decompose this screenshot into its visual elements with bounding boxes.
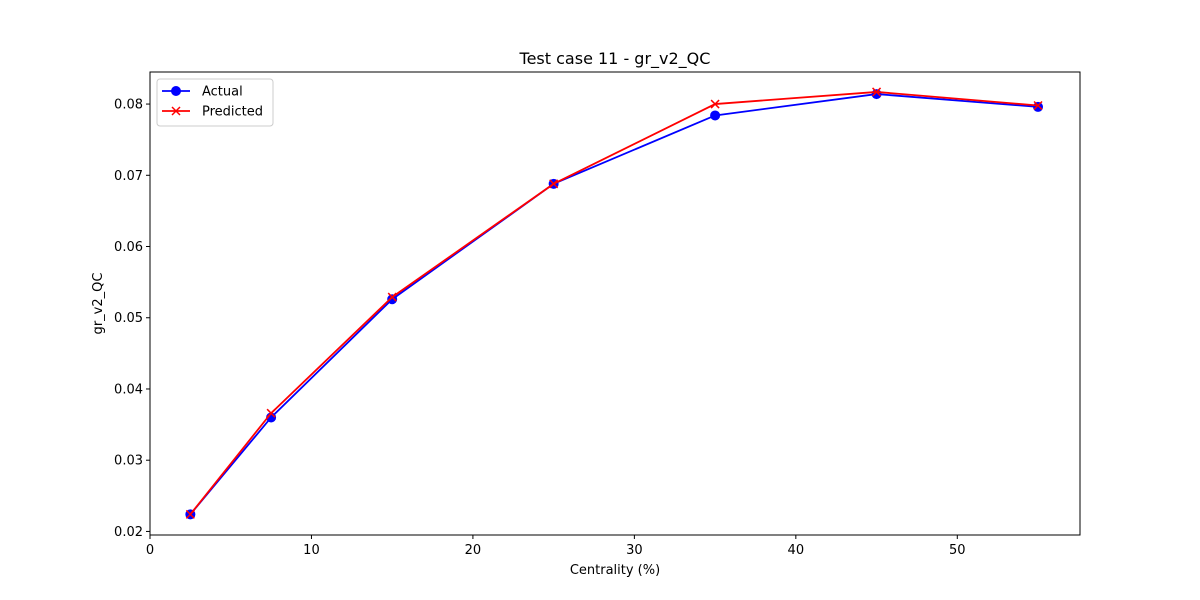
x-axis: 0 10 20 30 40 50 xyxy=(146,535,966,558)
y-tick-label: 0.04 xyxy=(114,382,143,397)
data-point-actual xyxy=(387,294,398,305)
y-tick-label: 0.07 xyxy=(114,169,143,184)
legend: Actual Predicted xyxy=(156,78,274,127)
data-point-actual xyxy=(710,110,721,121)
plot-area-frame xyxy=(149,71,1081,536)
data-point-predicted xyxy=(185,509,195,519)
y-tick-label: 0.06 xyxy=(114,240,143,255)
legend-item-predicted: Predicted xyxy=(162,105,263,120)
data-point-predicted xyxy=(266,408,276,418)
y-tick-label: 0.05 xyxy=(114,311,143,326)
x-axis-label: Centrality (%) xyxy=(570,563,660,578)
y-tick-label: 0.02 xyxy=(114,525,143,540)
chart-title: Test case 11 - gr_v2_QC xyxy=(519,49,711,69)
data-point-predicted xyxy=(710,99,720,109)
data-point-predicted xyxy=(1033,100,1043,111)
legend-item-actual: Actual xyxy=(162,85,243,100)
data-point-predicted xyxy=(387,292,397,302)
legend-marker xyxy=(171,86,181,96)
y-tick-label: 0.08 xyxy=(114,98,143,113)
series-predicted xyxy=(185,87,1043,519)
x-tick-label: 0 xyxy=(146,543,154,558)
x-tick-label: 10 xyxy=(303,543,320,558)
data-point-actual xyxy=(1033,101,1044,112)
data-point-predicted xyxy=(549,179,559,189)
data-point-predicted xyxy=(872,87,882,97)
x-tick-label: 30 xyxy=(626,543,643,558)
legend-label: Actual xyxy=(202,85,243,100)
y-axis-label: gr_v2_QC xyxy=(91,273,106,335)
x-tick-label: 20 xyxy=(465,543,482,558)
series-layer xyxy=(185,87,1044,520)
legend-label: Predicted xyxy=(202,105,263,120)
y-tick-label: 0.03 xyxy=(114,454,143,469)
y-axis: 0.02 0.03 0.04 0.05 0.06 0.07 0.08 xyxy=(114,98,150,540)
legend-marker xyxy=(171,106,181,116)
x-tick-label: 40 xyxy=(788,543,805,558)
x-tick-label: 50 xyxy=(949,543,966,558)
